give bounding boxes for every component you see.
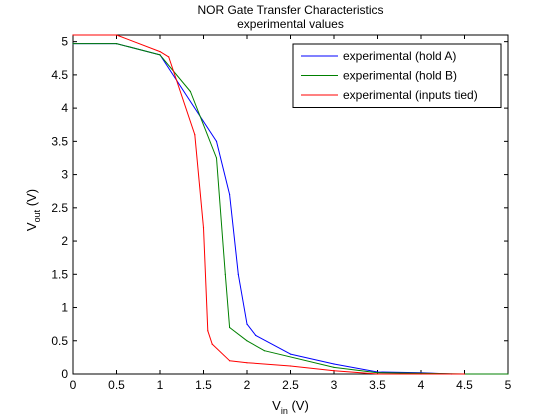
x-tick-label: 3.5 xyxy=(369,378,386,392)
series-3-point xyxy=(194,134,196,136)
y-tick-label: 3.5 xyxy=(51,134,68,148)
series-2-point xyxy=(333,366,335,368)
y-axis-label: Vout (V) xyxy=(24,189,42,231)
x-tick-label: 5 xyxy=(505,378,512,392)
series-1-point xyxy=(246,323,248,325)
series-1-point xyxy=(289,353,292,355)
y-tick-label: 2.5 xyxy=(51,201,68,215)
y-tick-label: 2 xyxy=(61,234,68,248)
y-axis-label-base: V xyxy=(24,222,39,231)
series-1-point xyxy=(229,193,231,196)
x-tick-label: 3 xyxy=(331,378,338,392)
series-3-point xyxy=(376,373,379,375)
y-tick-label: 0.5 xyxy=(51,334,68,348)
x-axis-label-base: V xyxy=(272,398,281,413)
series-3-point xyxy=(72,34,74,36)
series-2-point xyxy=(215,157,218,159)
x-axis-label-subscript: in xyxy=(281,406,288,416)
y-axis-label-unit: (V) xyxy=(24,189,39,210)
plot-area: 0 0.5 1 1.5 2 2.5 3 3.5 4 4.5 5 0 0.5 1 1.5 2 2.5 3 3.5 4 4.… xyxy=(51,34,512,392)
series-3-point xyxy=(211,343,213,345)
series-2-point xyxy=(246,340,248,342)
series-3-point xyxy=(289,365,292,367)
x-tick-label: 2.5 xyxy=(282,378,299,392)
y-tick-label: 1 xyxy=(61,301,68,315)
series-2-point xyxy=(189,90,191,93)
legend-label-3: experimental (inputs tied) xyxy=(343,88,478,102)
series-2-point xyxy=(263,350,265,352)
series-2-point xyxy=(159,54,161,56)
series-3-point xyxy=(207,330,209,332)
x-tick-label: 0.5 xyxy=(108,378,125,392)
series-2-point xyxy=(72,43,74,45)
series-3-point xyxy=(115,34,118,36)
series-1-point xyxy=(333,363,335,365)
series-3-point xyxy=(463,373,466,375)
series-1-point xyxy=(237,273,239,275)
series-3-point xyxy=(229,360,231,362)
series-1-point xyxy=(215,140,218,142)
series-2-point xyxy=(507,373,509,375)
chart-title: NOR Gate Transfer Characteristics xyxy=(197,3,383,17)
y-axis-label-subscript: out xyxy=(32,209,42,222)
series-3-point xyxy=(159,51,161,53)
series-2-point xyxy=(376,372,379,374)
x-tick-label: 4.5 xyxy=(456,378,473,392)
series-2-point xyxy=(224,273,226,275)
legend-label-1: experimental (hold A) xyxy=(343,49,456,63)
y-tick-label: 4 xyxy=(61,101,68,115)
x-tick-label: 4 xyxy=(418,378,425,392)
series-3-point xyxy=(246,362,248,364)
x-tick-label: 0 xyxy=(70,378,77,392)
x-tick-label: 1 xyxy=(157,378,164,392)
series-line-2 xyxy=(73,43,508,375)
series-2-point xyxy=(229,326,231,329)
x-tick-label: 1.5 xyxy=(195,378,212,392)
series-3-point xyxy=(202,227,205,229)
series-1-point xyxy=(255,334,257,336)
series-3-point xyxy=(333,370,335,372)
x-tick-label: 2 xyxy=(244,378,251,392)
series-3-point xyxy=(168,56,170,58)
y-tick-label: 3 xyxy=(61,168,68,182)
x-axis-label: Vin (V) xyxy=(272,398,309,416)
chart-subtitle: experimental values xyxy=(237,17,344,31)
legend: experimental (hold A) experimental (hold … xyxy=(292,43,502,108)
y-tick-label: 4.5 xyxy=(51,68,68,82)
series-3-point xyxy=(420,373,422,375)
legend-label-2: experimental (hold B) xyxy=(343,69,457,83)
series-2-point xyxy=(115,43,118,45)
y-tick-label: 5 xyxy=(61,35,68,49)
y-tick-label: 0 xyxy=(61,367,68,381)
x-axis-label-unit: (V) xyxy=(288,398,309,413)
y-tick-label: 1.5 xyxy=(51,267,68,281)
